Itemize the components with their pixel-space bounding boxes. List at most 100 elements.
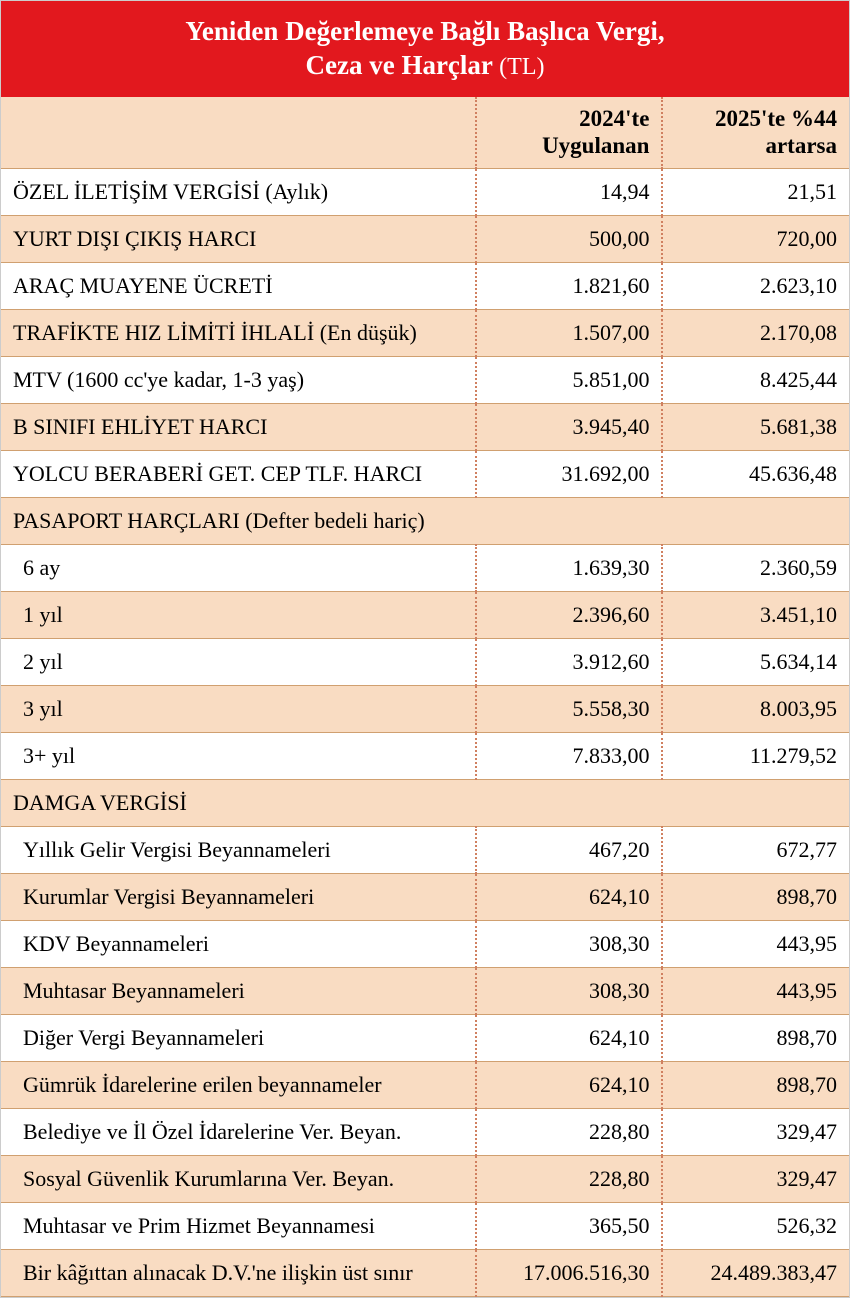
table-row: Muhtasar Beyannameleri308,30443,95 — [1, 967, 849, 1014]
table-row: YOLCU BERABERİ GET. CEP TLF. HARCI31.692… — [1, 450, 849, 497]
value-2025: 8.003,95 — [662, 685, 849, 732]
value-2025: 329,47 — [662, 1108, 849, 1155]
value-2025: 443,95 — [662, 920, 849, 967]
table-row: Diğer Vergi Beyannameleri624,10898,70 — [1, 1014, 849, 1061]
header-col-2024: 2024'te Uygulanan — [476, 97, 663, 169]
row-label: Diğer Vergi Beyannameleri — [1, 1014, 476, 1061]
header-col-2025: 2025'te %44 artarsa — [662, 97, 849, 169]
value-2025: 24.489.383,47 — [662, 1249, 849, 1296]
value-2025: 329,47 — [662, 1155, 849, 1202]
header-col-label — [1, 97, 476, 169]
value-2024: 467,20 — [476, 826, 663, 873]
value-2025: 11.279,52 — [662, 732, 849, 779]
row-label: Muhtasar Beyannameleri — [1, 967, 476, 1014]
row-label: ÖZEL İLETİŞİM VERGİSİ (Aylık) — [1, 168, 476, 215]
row-label: Belediye ve İl Özel İdarelerine Ver. Bey… — [1, 1108, 476, 1155]
tax-table-container: Yeniden Değerlemeye Bağlı Başlıca Vergi,… — [0, 0, 850, 1298]
row-label: Muhtasar ve Prim Hizmet Beyannamesi — [1, 1202, 476, 1249]
value-2024: 500,00 — [476, 215, 663, 262]
table-row: MTV (1600 cc'ye kadar, 1-3 yaş)5.851,008… — [1, 356, 849, 403]
value-2025: 898,70 — [662, 1014, 849, 1061]
row-label: ARAÇ MUAYENE ÜCRETİ — [1, 262, 476, 309]
table-row: 3 yıl5.558,308.003,95 — [1, 685, 849, 732]
value-2024: 3.945,40 — [476, 403, 663, 450]
row-label: 3 yıl — [1, 685, 476, 732]
value-2025: 443,95 — [662, 967, 849, 1014]
table-body: ÖZEL İLETİŞİM VERGİSİ (Aylık)14,9421,51Y… — [1, 168, 849, 1296]
value-2025: 8.425,44 — [662, 356, 849, 403]
row-label: MTV (1600 cc'ye kadar, 1-3 yaş) — [1, 356, 476, 403]
value-2025: 45.636,48 — [662, 450, 849, 497]
title-line-2: Ceza ve Harçlar — [306, 50, 493, 80]
row-label: Sosyal Güvenlik Kurumlarına Ver. Beyan. — [1, 1155, 476, 1202]
value-2024: 1.821,60 — [476, 262, 663, 309]
value-2024: 624,10 — [476, 1061, 663, 1108]
row-label: Kurumlar Vergisi Beyannameleri — [1, 873, 476, 920]
section-label: PASAPORT HARÇLARI (Defter bedeli hariç) — [1, 497, 849, 544]
table-row: Yıllık Gelir Vergisi Beyannameleri467,20… — [1, 826, 849, 873]
value-2025: 720,00 — [662, 215, 849, 262]
table-row: B SINIFI EHLİYET HARCI3.945,405.681,38 — [1, 403, 849, 450]
value-2025: 2.360,59 — [662, 544, 849, 591]
table-row: 6 ay1.639,302.360,59 — [1, 544, 849, 591]
table-row: Sosyal Güvenlik Kurumlarına Ver. Beyan.2… — [1, 1155, 849, 1202]
value-2025: 5.634,14 — [662, 638, 849, 685]
value-2024: 17.006.516,30 — [476, 1249, 663, 1296]
table-row: 3+ yıl7.833,0011.279,52 — [1, 732, 849, 779]
table-row: Belediye ve İl Özel İdarelerine Ver. Bey… — [1, 1108, 849, 1155]
table-row: Bir kâğıttan alınacak D.V.'ne ilişkin üs… — [1, 1249, 849, 1296]
value-2024: 5.851,00 — [476, 356, 663, 403]
value-2024: 1.639,30 — [476, 544, 663, 591]
value-2024: 228,80 — [476, 1108, 663, 1155]
table-title: Yeniden Değerlemeye Bağlı Başlıca Vergi,… — [1, 1, 849, 97]
table-row: 2 yıl3.912,605.634,14 — [1, 638, 849, 685]
row-label: 6 ay — [1, 544, 476, 591]
value-2025: 2.170,08 — [662, 309, 849, 356]
table-row: Gümrük İdarelerine erilen beyannameler62… — [1, 1061, 849, 1108]
value-2024: 365,50 — [476, 1202, 663, 1249]
table-header-row: 2024'te Uygulanan 2025'te %44 artarsa — [1, 97, 849, 169]
value-2024: 2.396,60 — [476, 591, 663, 638]
row-label: YURT DIŞI ÇIKIŞ HARCI — [1, 215, 476, 262]
value-2024: 14,94 — [476, 168, 663, 215]
value-2024: 5.558,30 — [476, 685, 663, 732]
value-2024: 308,30 — [476, 920, 663, 967]
value-2025: 898,70 — [662, 1061, 849, 1108]
value-2024: 1.507,00 — [476, 309, 663, 356]
table-row: Muhtasar ve Prim Hizmet Beyannamesi365,5… — [1, 1202, 849, 1249]
value-2025: 898,70 — [662, 873, 849, 920]
row-label: Bir kâğıttan alınacak D.V.'ne ilişkin üs… — [1, 1249, 476, 1296]
tax-table: 2024'te Uygulanan 2025'te %44 artarsa ÖZ… — [1, 97, 849, 1297]
row-label: 1 yıl — [1, 591, 476, 638]
value-2024: 31.692,00 — [476, 450, 663, 497]
row-label: B SINIFI EHLİYET HARCI — [1, 403, 476, 450]
value-2024: 624,10 — [476, 873, 663, 920]
table-row: ÖZEL İLETİŞİM VERGİSİ (Aylık)14,9421,51 — [1, 168, 849, 215]
table-row: TRAFİKTE HIZ LİMİTİ İHLALİ (En düşük)1.5… — [1, 309, 849, 356]
value-2025: 21,51 — [662, 168, 849, 215]
row-label: TRAFİKTE HIZ LİMİTİ İHLALİ (En düşük) — [1, 309, 476, 356]
value-2024: 3.912,60 — [476, 638, 663, 685]
section-label: DAMGA VERGİSİ — [1, 779, 849, 826]
table-row: Kurumlar Vergisi Beyannameleri624,10898,… — [1, 873, 849, 920]
row-label: Yıllık Gelir Vergisi Beyannameleri — [1, 826, 476, 873]
row-label: Gümrük İdarelerine erilen beyannameler — [1, 1061, 476, 1108]
title-unit: (TL) — [499, 54, 544, 80]
table-row: KDV Beyannameleri308,30443,95 — [1, 920, 849, 967]
row-label: KDV Beyannameleri — [1, 920, 476, 967]
table-row: 1 yıl2.396,603.451,10 — [1, 591, 849, 638]
value-2024: 624,10 — [476, 1014, 663, 1061]
value-2024: 228,80 — [476, 1155, 663, 1202]
table-row: DAMGA VERGİSİ — [1, 779, 849, 826]
title-line-1: Yeniden Değerlemeye Bağlı Başlıca Vergi, — [185, 16, 664, 46]
row-label: 2 yıl — [1, 638, 476, 685]
table-row: PASAPORT HARÇLARI (Defter bedeli hariç) — [1, 497, 849, 544]
value-2025: 2.623,10 — [662, 262, 849, 309]
value-2024: 308,30 — [476, 967, 663, 1014]
table-row: YURT DIŞI ÇIKIŞ HARCI500,00720,00 — [1, 215, 849, 262]
value-2024: 7.833,00 — [476, 732, 663, 779]
value-2025: 672,77 — [662, 826, 849, 873]
value-2025: 5.681,38 — [662, 403, 849, 450]
value-2025: 3.451,10 — [662, 591, 849, 638]
value-2025: 526,32 — [662, 1202, 849, 1249]
